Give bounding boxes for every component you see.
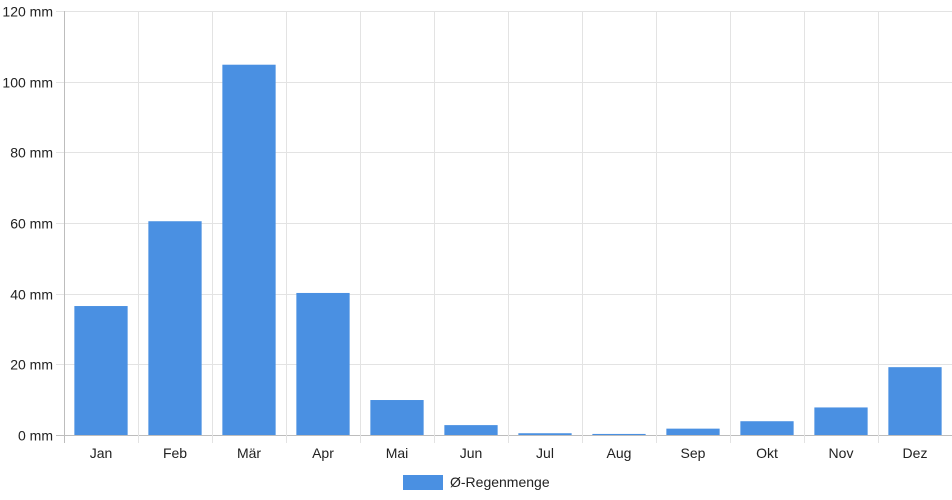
bar-Nov[interactable] — [814, 407, 868, 435]
bar-Dez[interactable] — [888, 367, 942, 435]
y-tick-label: 100 mm — [2, 75, 53, 91]
x-tick-label: Okt — [756, 445, 778, 461]
legend-swatch[interactable] — [403, 475, 443, 490]
bars — [74, 64, 942, 435]
grid — [56, 11, 952, 443]
bar-Feb[interactable] — [148, 221, 202, 435]
x-tick-label: Feb — [163, 445, 187, 461]
bar-Mai[interactable] — [370, 400, 424, 435]
x-tick-label: Dez — [903, 445, 928, 461]
x-axis-ticks: Jan Feb Mär Apr Mai Jun Jul Aug Sep Okt Nov Dez — [90, 445, 928, 461]
y-tick-label: 40 mm — [10, 287, 53, 303]
legend-label[interactable]: Ø-Regenmenge — [450, 474, 550, 490]
y-axis-ticks: 0 mm 20 mm 40 mm 60 mm 80 mm 100 mm 120 mm — [2, 4, 53, 444]
x-tick-label: Aug — [607, 445, 632, 461]
x-tick-label: Apr — [312, 445, 334, 461]
x-tick-label: Jun — [460, 445, 483, 461]
y-tick-label: 120 mm — [2, 4, 53, 20]
x-tick-label: Nov — [829, 445, 854, 461]
x-tick-label: Jul — [536, 445, 554, 461]
y-tick-label: 80 mm — [10, 145, 53, 161]
bar-Jul[interactable] — [518, 433, 572, 435]
x-tick-label: Sep — [681, 445, 706, 461]
bar-Sep[interactable] — [666, 428, 720, 435]
bar-Okt[interactable] — [740, 421, 794, 435]
bar-Aug[interactable] — [592, 433, 646, 435]
y-tick-label: 60 mm — [10, 216, 53, 232]
y-tick-label: 0 mm — [18, 428, 53, 444]
y-tick-label: 20 mm — [10, 357, 53, 373]
legend[interactable]: Ø-Regenmenge — [403, 474, 550, 490]
bar-Jun[interactable] — [444, 425, 498, 435]
x-tick-label: Jan — [90, 445, 113, 461]
bar-Mär[interactable] — [222, 64, 276, 435]
x-tick-label: Mär — [237, 445, 261, 461]
bar-Apr[interactable] — [296, 292, 350, 435]
x-tick-label: Mai — [386, 445, 409, 461]
bar-Jan[interactable] — [74, 306, 128, 435]
